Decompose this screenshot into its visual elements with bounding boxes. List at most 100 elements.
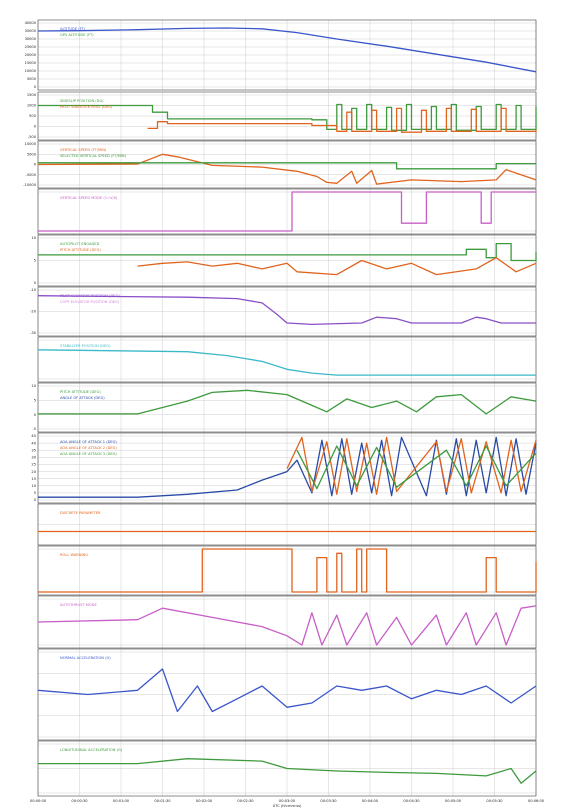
y-tick-label: 5000 (27, 77, 37, 81)
legend-entry: STABILIZER POSITION (DEG) (60, 344, 111, 348)
y-tick-label: 10 (31, 384, 36, 388)
panel-p10: DISCRETE PARAMETER (37, 503, 537, 546)
y-tick-label: 500 (29, 114, 37, 118)
y-tick-label: 30000 (25, 37, 37, 41)
panel-p8: 10 5 0 -5 PITCH ATTITUDE (DEG) ANGLE OF ATTAC… (31, 382, 537, 433)
y-tick-label: -500 (28, 135, 37, 139)
legend-entry: NORMAL ACCELERATION (G) (60, 656, 111, 660)
legend-entry: AOA ANGLE OF ATTACK 2 (DEG) (60, 446, 117, 450)
legend-entry: LONGITUDINAL ACCELERATION (G) (60, 748, 123, 752)
y-tick-label: 0 (34, 498, 37, 502)
panel-frame (37, 740, 537, 797)
y-tick-label: -5000 (26, 173, 37, 177)
y-tick-label: 10000 (25, 142, 37, 146)
y-tick-label: -30 (30, 331, 37, 335)
y-tick-label: 10 (31, 236, 36, 240)
legend-entry: AUTOTHRUST MODE (60, 603, 97, 607)
series-line (37, 27, 537, 73)
legend-entry: AOA ANGLE OF ATTACK 1 (DEG) (60, 440, 117, 444)
panel-frame (37, 336, 537, 383)
y-tick-label: 5000 (27, 152, 37, 156)
series-line (296, 445, 537, 490)
series-line (286, 436, 537, 495)
x-tick-label: 00:05:30 (486, 799, 503, 803)
panel-p11: ROLL WARNING (37, 545, 537, 596)
y-tick-label: 15000 (25, 61, 37, 65)
panel-p14: LONGITUDINAL ACCELERATION (G) (37, 740, 537, 797)
x-tick-label: 00:02:30 (237, 799, 254, 803)
panel-p7: STABILIZER POSITION (DEG) (37, 336, 537, 383)
x-tick-label: 00:06:00 (528, 799, 545, 803)
legend-entry: PITCH ATTITUDE (DEG) (60, 248, 101, 252)
series-line (38, 548, 537, 593)
panel-p5: 10 5 0 AUTOPILOT ENGAGED PITCH ATTITUDE (DEG… (31, 234, 537, 287)
y-tick-label: 0 (34, 125, 37, 129)
legend-entry: SIDESLIP POSITION (DU) (60, 99, 104, 103)
x-tick-label: 00:04:30 (403, 799, 420, 803)
y-tick-label: 10 (31, 484, 36, 488)
x-tick-label: 00:00:30 (71, 799, 88, 803)
y-tick-label: 5 (34, 259, 36, 263)
y-tick-label: -10000 (23, 183, 36, 187)
series-line (147, 107, 537, 133)
y-tick-label: 25000 (25, 45, 37, 49)
series-line (38, 191, 536, 232)
x-tick-label: 00:05:00 (445, 799, 462, 803)
series-line (37, 295, 536, 326)
panel-p12: AUTOTHRUST MODE (37, 595, 537, 649)
legend-entry: DISCRETE PARAMETER (60, 511, 101, 515)
panel-frame (37, 432, 537, 504)
y-tick-label: 20 (31, 470, 36, 474)
y-tick-label: 40000 (25, 21, 37, 25)
series-line (38, 103, 537, 131)
x-tick-label: 00:04:00 (362, 799, 379, 803)
panel-p2: 1500 1000 500 0 -500 SIDESLIP POSITION (DU) PI… (27, 91, 537, 141)
x-tick-label: 00:01:30 (154, 799, 171, 803)
series-line (38, 389, 537, 415)
y-tick-label: -5 (32, 427, 36, 431)
x-tick-label: 00:00:00 (30, 799, 47, 803)
series-line (38, 758, 537, 784)
y-tick-label: 0 (34, 281, 37, 285)
y-tick-label: 20000 (25, 53, 37, 57)
panel-p13: NORMAL ACCELERATION (G) (37, 648, 537, 741)
x-tick-label: 00:01:00 (113, 799, 130, 803)
legend-entry: ALTITUDE (FT) (60, 27, 86, 31)
panel-frame (37, 503, 537, 546)
y-tick-label: 30 (31, 456, 36, 460)
panel-frame (37, 286, 537, 337)
legend-entry: COPY ELEVATOR POSITION (DEG) (60, 300, 120, 304)
y-tick-label: 25 (31, 463, 36, 467)
series-line (38, 162, 536, 170)
series-line (137, 257, 537, 276)
y-tick-label: 45 (31, 434, 36, 438)
panel-p9: 45 40 35 30 25 20 15 10 5 0 AOA ANGLE OF ATTACK 1 … (31, 432, 537, 504)
y-tick-label: 0 (34, 413, 37, 417)
legend-entry: ROLL WARNING (60, 553, 88, 557)
legend-entry: SELECTED VERTICAL SPEED (FT/MIN) (60, 154, 127, 158)
x-tick-label: 00:02:00 (196, 799, 213, 803)
panel-p3: 10000 5000 0 -5000 -10000 VERTICAL SPEED (FT/… (23, 140, 537, 189)
series-line (37, 153, 537, 185)
y-tick-label: -10 (30, 288, 37, 292)
panel-frame (37, 188, 537, 235)
y-tick-label: 1500 (27, 93, 37, 97)
series-line (37, 349, 536, 376)
legend-entry: PITCH ATTITUDE (DEG) (60, 390, 101, 394)
series-line (38, 436, 537, 498)
legend-entry: AUTOPILOT ENGAGED (60, 242, 100, 246)
series-line (38, 242, 537, 262)
panel-p1: 40000 35000 30000 25000 20000 15000 10000 5000 0… (25, 19, 537, 91)
series-line (37, 605, 537, 646)
x-axis-label: UTC (hh:mm:ss) (273, 804, 302, 808)
legend-entry: VERTICAL SPEED MODE (1=V/S) (60, 196, 118, 200)
x-tick-label: 00:03:30 (320, 799, 337, 803)
panel-frame (37, 382, 537, 433)
panel-frame (37, 19, 537, 91)
legend-entry: PILOT SIDESTICK ROLL (DEG) (60, 105, 113, 109)
y-tick-label: 40 (31, 441, 36, 445)
panel-p4: VERTICAL SPEED MODE (1=V/S) (37, 188, 537, 235)
y-tick-label: 10000 (25, 69, 37, 73)
